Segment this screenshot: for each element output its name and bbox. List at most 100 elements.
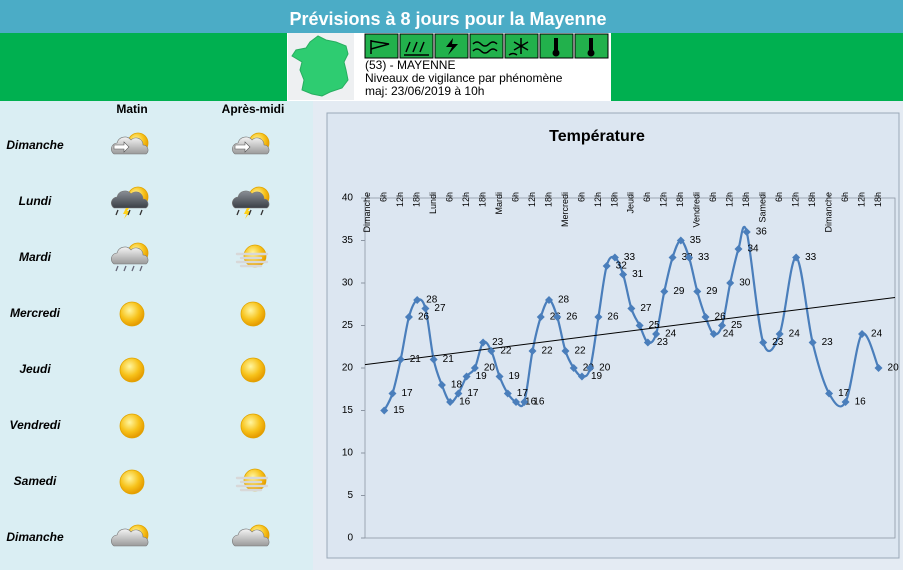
icon-snow: [508, 38, 529, 56]
data-label: 16: [525, 397, 537, 408]
column-header: Après-midi: [222, 102, 285, 116]
x-tick-label: Vendredi: [692, 192, 702, 228]
data-label: 17: [838, 388, 850, 399]
x-tick-label: Lundi: [428, 192, 438, 214]
point: [693, 287, 702, 296]
data-label: 25: [649, 320, 661, 331]
rain-drop: [248, 209, 252, 216]
cloud: [232, 528, 270, 547]
data-label: 28: [426, 295, 438, 306]
icon-thermo-bulb: [587, 49, 595, 57]
x-tick-label: 18h: [675, 192, 685, 207]
x-tick-label: 18h: [807, 192, 817, 207]
point: [404, 313, 413, 321]
sun: [119, 301, 145, 327]
data-label: 26: [715, 312, 727, 323]
sun: [240, 413, 266, 439]
point: [413, 296, 422, 304]
data-label: 34: [747, 244, 759, 255]
point: [874, 364, 883, 372]
title-bar: [0, 0, 903, 33]
point: [709, 330, 718, 338]
x-tick-label: Dimanche: [362, 192, 372, 233]
point: [454, 389, 463, 398]
rain-drop: [115, 209, 119, 216]
column-header: Matin: [116, 102, 147, 116]
x-tick-label: 6h: [510, 192, 520, 202]
data-label: 16: [533, 397, 545, 408]
data-label: 16: [855, 397, 867, 408]
rain-drop: [127, 209, 131, 216]
sun: [240, 357, 266, 383]
x-tick-label: 18h: [873, 192, 883, 207]
data-label: 29: [673, 286, 685, 297]
point: [676, 236, 685, 245]
data-label: 20: [484, 363, 496, 374]
icon-wave: [472, 41, 498, 54]
data-label: 27: [434, 303, 446, 314]
sun: [243, 244, 267, 268]
data-label: 22: [542, 346, 554, 357]
y-tick-label: 10: [342, 448, 354, 459]
x-tick-label: 18h: [543, 192, 553, 207]
point: [421, 304, 430, 313]
data-label: 23: [772, 337, 784, 348]
data-label: 18: [451, 380, 463, 391]
rain-drop: [139, 209, 143, 216]
data-label: 36: [756, 227, 768, 238]
point: [512, 398, 521, 406]
y-tick-label: 0: [347, 533, 353, 544]
point: [668, 253, 677, 262]
rain-drop: [131, 265, 135, 272]
data-label: 22: [500, 346, 512, 357]
vigilance-icons: [364, 33, 609, 59]
day-label: Samedi: [14, 474, 57, 488]
day-label: Vendredi: [10, 418, 62, 432]
point: [602, 262, 611, 270]
vigilance-subtitle: Niveaux de vigilance par phénomène: [365, 71, 563, 85]
point: [470, 364, 479, 372]
icon-storm: [446, 38, 458, 55]
point: [536, 313, 545, 321]
data-label: 29: [706, 286, 718, 297]
data-label: 23: [657, 337, 669, 348]
icon-rain: [404, 41, 429, 56]
trend-line: [364, 296, 896, 366]
point: [635, 321, 644, 330]
day-label: Dimanche: [6, 138, 64, 152]
x-tick-label: 18h: [412, 192, 422, 207]
data-label: 24: [665, 329, 677, 340]
data-label: 23: [492, 337, 504, 348]
data-label: 19: [591, 371, 603, 382]
cloud: [232, 190, 270, 209]
x-tick-label: 12h: [395, 192, 405, 207]
lightning: [123, 208, 130, 219]
data-label: 19: [476, 371, 488, 382]
sun: [240, 301, 266, 327]
forecast-panel: [0, 101, 313, 570]
chart-title: Température: [549, 128, 645, 145]
data-label: 21: [410, 354, 422, 365]
x-tick-label: 12h: [659, 192, 669, 207]
x-tick-label: 12h: [593, 192, 603, 207]
point: [544, 296, 553, 304]
data-label: 24: [871, 329, 883, 340]
x-tick-label: 18h: [609, 192, 619, 207]
x-tick-label: 6h: [445, 192, 455, 202]
point: [429, 355, 438, 364]
point: [462, 372, 471, 381]
sun: [243, 468, 267, 492]
x-tick-label: Dimanche: [823, 192, 833, 233]
cloud: [111, 190, 149, 209]
point: [437, 381, 446, 389]
x-tick-label: 6h: [708, 192, 718, 202]
data-label: 24: [723, 329, 735, 340]
data-label: 35: [690, 235, 702, 246]
x-tick-label: 12h: [791, 192, 801, 207]
point: [808, 338, 817, 347]
x-tick-label: 12h: [856, 192, 866, 207]
x-tick-label: 6h: [576, 192, 586, 202]
y-tick-label: 40: [342, 193, 354, 204]
updated: maj: 23/06/2019 à 10h: [365, 84, 484, 98]
